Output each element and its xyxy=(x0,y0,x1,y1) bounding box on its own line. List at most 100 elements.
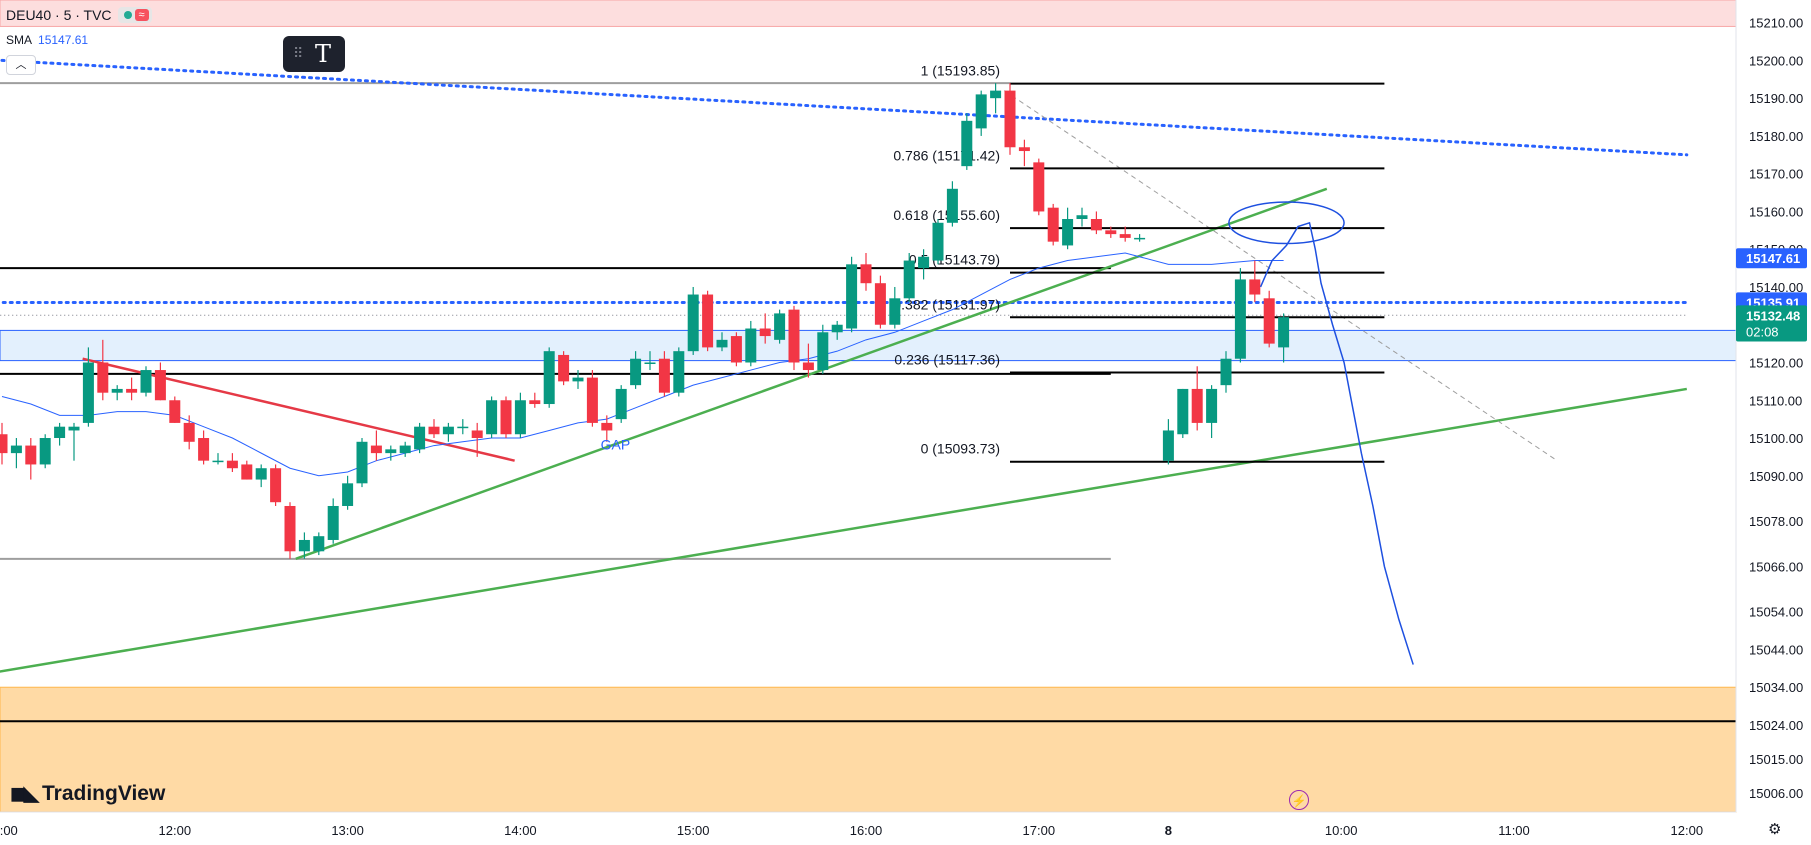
x-tick-label: 10:00 xyxy=(1325,823,1358,838)
gear-icon[interactable]: ⚙ xyxy=(1768,821,1782,838)
candle-body xyxy=(10,445,22,454)
market-open-dot-icon xyxy=(123,11,132,19)
candle-body xyxy=(644,362,656,364)
price-badge-label: 02:08 xyxy=(1746,325,1779,340)
candle-body xyxy=(327,505,339,540)
equals-icon: ≈ xyxy=(134,9,149,21)
y-tick-label: 15044.00 xyxy=(1749,642,1803,657)
text-tool-icon[interactable]: T xyxy=(315,40,332,68)
fib-level-label: 1 (15193.85) xyxy=(921,63,1000,79)
time-axis: 11:00 12:00 13:00 14:00 15:00 16:00 17:00 8 10:0… xyxy=(0,811,1736,838)
candle xyxy=(687,286,699,355)
price-badge-label: 15132.48 xyxy=(1746,308,1800,323)
candle xyxy=(514,392,526,439)
candle xyxy=(270,464,282,506)
candle xyxy=(1249,260,1261,303)
trendline-resistance-red xyxy=(82,357,515,462)
candle xyxy=(1206,385,1218,439)
y-tick-label: 15200.00 xyxy=(1749,53,1803,68)
candle-body xyxy=(428,426,440,435)
candle xyxy=(961,113,973,170)
fib-level-label: 0.618 (15155.60) xyxy=(893,207,1000,223)
candle xyxy=(457,419,469,435)
y-tick-label: 15160.00 xyxy=(1749,204,1803,219)
candle xyxy=(1134,234,1146,242)
candle-body xyxy=(255,468,267,480)
candle xyxy=(615,385,627,423)
candle-body xyxy=(889,298,901,325)
candle xyxy=(846,256,858,333)
drawing-ellipse xyxy=(1228,201,1345,245)
candle xyxy=(860,252,872,291)
candle xyxy=(25,438,37,480)
candle-body xyxy=(183,422,195,442)
y-tick-label: 15110.00 xyxy=(1749,393,1802,408)
candle xyxy=(154,362,166,401)
candle-body xyxy=(356,441,368,484)
candle-body xyxy=(1076,215,1088,220)
symbol-header[interactable]: DEU40 · 5 · TVC ≈ xyxy=(6,7,152,23)
candle-body xyxy=(874,283,886,325)
candle-body xyxy=(270,468,282,503)
candle xyxy=(486,396,498,439)
candle xyxy=(198,430,210,465)
x-tick-label: 12:00 xyxy=(1671,823,1704,838)
candle-body xyxy=(975,94,987,129)
candle-body xyxy=(97,362,109,393)
candle-body xyxy=(601,422,613,431)
candle-body xyxy=(802,362,814,371)
candle-body xyxy=(860,264,872,284)
candle-body xyxy=(1234,279,1246,359)
floating-toolbar[interactable]: ⠿ T xyxy=(283,36,345,72)
candle xyxy=(342,475,354,510)
candle xyxy=(370,430,382,461)
fib-level-label: 0.382 (15131.97) xyxy=(893,296,1000,312)
sma-legend[interactable]: SMA 15147.61 xyxy=(6,33,88,47)
candle xyxy=(1278,313,1290,363)
y-tick-label: 15170.00 xyxy=(1749,167,1803,182)
candle xyxy=(658,351,670,397)
candle-body xyxy=(154,370,166,401)
candle-body xyxy=(903,260,915,299)
candle-body xyxy=(658,358,670,393)
candle-body xyxy=(543,351,555,405)
candle xyxy=(759,313,771,344)
lightning-icon[interactable]: ⚡ xyxy=(1289,790,1309,810)
candle xyxy=(500,396,512,439)
candle xyxy=(1119,226,1131,242)
candle xyxy=(226,453,238,472)
candle xyxy=(39,434,51,469)
candle-body xyxy=(82,362,94,423)
candle-body xyxy=(442,426,454,435)
candle xyxy=(990,83,1002,114)
blue-zone xyxy=(0,329,1737,362)
candle-body xyxy=(39,438,51,465)
candle-body xyxy=(630,358,642,386)
candle xyxy=(1004,83,1016,155)
candle xyxy=(1047,203,1059,246)
candle xyxy=(471,422,483,457)
candle-body xyxy=(529,400,541,405)
candle xyxy=(169,396,181,423)
candle-body xyxy=(370,445,382,454)
y-tick-label: 15090.00 xyxy=(1749,469,1803,484)
drag-grip-icon[interactable]: ⠿ xyxy=(293,45,303,61)
candle xyxy=(774,309,786,344)
y-tick-label: 15034.00 xyxy=(1749,680,1803,695)
candle-body xyxy=(226,460,238,469)
candle xyxy=(97,339,109,401)
drawing-layer xyxy=(1228,201,1414,665)
candle xyxy=(212,453,224,465)
candle-body xyxy=(169,400,181,423)
candle-body xyxy=(615,388,627,420)
candle-body xyxy=(1134,237,1146,240)
trendlines-layer xyxy=(0,90,1688,673)
candle-body xyxy=(990,90,1002,99)
candle-body xyxy=(846,264,858,329)
status-pill[interactable]: ≈ xyxy=(117,7,152,23)
candle-body xyxy=(1004,90,1016,148)
candle-body xyxy=(68,426,80,431)
candle-body xyxy=(1105,230,1117,235)
chevron-up-icon[interactable]: ︿ xyxy=(6,55,36,75)
